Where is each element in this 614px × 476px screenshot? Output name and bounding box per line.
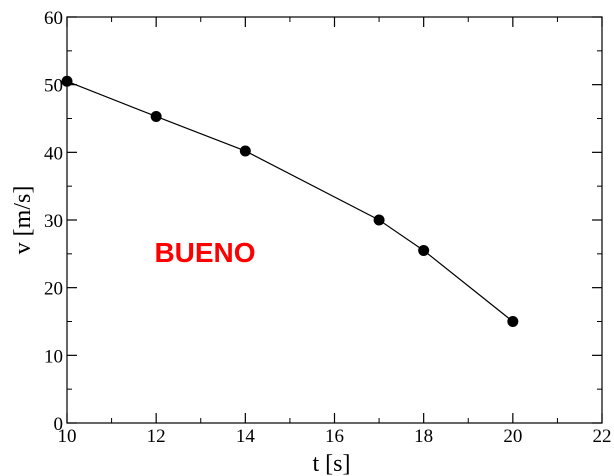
data-point [373,214,385,226]
bueno-annotation: BUENO [154,237,255,268]
series-group [61,75,519,327]
series-line [66,80,514,322]
data-point [418,244,430,256]
axis-ticks [66,16,603,424]
x-tick-label: 20 [503,426,522,447]
y-axis-label: v [m/s] [10,186,36,255]
y-tick-label: 10 [44,346,63,367]
data-point [150,110,162,122]
y-tick-label: 50 [44,76,63,97]
x-tick-label: 12 [147,426,166,447]
y-tick-label: 30 [44,211,63,232]
y-tick-label: 60 [44,8,63,29]
x-tick-label: 18 [414,426,433,447]
data-point [239,145,251,157]
x-tick-label: 10 [58,426,77,447]
y-tick-label: 20 [44,279,63,300]
y-tick-label: 0 [54,414,64,435]
x-tick-label: 16 [325,426,344,447]
x-tick-label: 14 [236,426,256,447]
x-axis-label: t [s] [313,451,351,476]
x-tick-label: 22 [593,426,612,447]
data-point [507,316,519,327]
plot-frame [66,16,603,424]
y-tick-label: 40 [44,143,63,164]
